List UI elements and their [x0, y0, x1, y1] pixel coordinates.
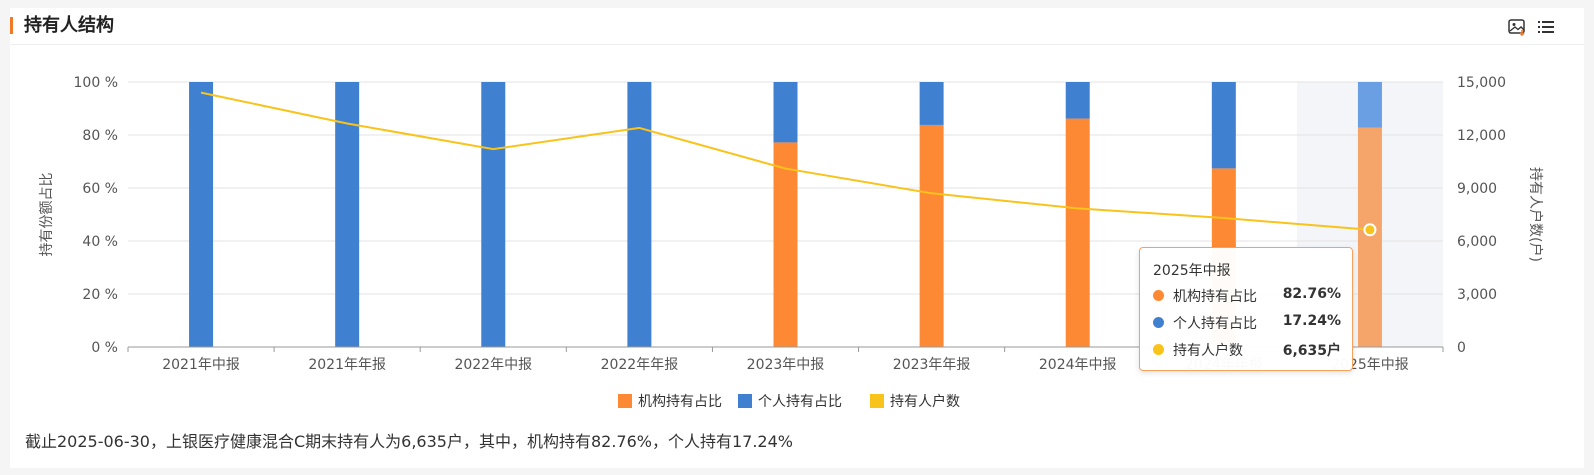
bar-individual — [189, 82, 214, 347]
tooltip-value: 82.76% — [1282, 286, 1341, 302]
panel-title: 持有人结构 — [24, 15, 114, 36]
bar-individual — [481, 82, 506, 347]
tooltip-value: 17.24% — [1282, 313, 1341, 329]
line-point-highlight — [1363, 223, 1377, 237]
tooltip-row-institution: 机构持有占比 82.76% — [1153, 286, 1341, 306]
tooltip-label: 持有人户数 — [1173, 343, 1243, 359]
bar-individual — [1065, 82, 1090, 119]
y-left-tick-label: 60 % — [82, 181, 118, 197]
tooltip-label: 机构持有占比 — [1173, 289, 1257, 305]
legend-swatch — [870, 394, 884, 408]
x-tick-label: 2021年年报 — [308, 357, 386, 373]
bar-institution — [1065, 118, 1090, 347]
y-left-axis-label: 持有份额占比 — [39, 173, 55, 257]
y-left-tick-label: 100 % — [74, 75, 118, 91]
tooltip-dot-institution — [1153, 290, 1164, 301]
legend-swatch — [738, 394, 752, 408]
tooltip-value: 6,635户 — [1282, 343, 1341, 359]
image-download-icon[interactable] — [1507, 17, 1527, 37]
list-icon[interactable] — [1536, 17, 1556, 37]
tooltip-dot-individual — [1153, 317, 1164, 328]
y-right-tick-label: 6,000 — [1457, 234, 1497, 250]
x-tick-label: 2022年年报 — [601, 357, 679, 373]
panel-header: 持有人结构 — [10, 8, 1584, 45]
tooltip-row-individual: 个人持有占比 17.24% — [1153, 313, 1341, 333]
legend-label: 持有人户数 — [890, 393, 960, 410]
bar-institution — [773, 142, 798, 347]
y-right-axis-label: 持有人户数(户) — [1527, 167, 1544, 262]
y-left-tick-label: 80 % — [82, 128, 118, 144]
tooltip-label: 个人持有占比 — [1173, 316, 1257, 332]
y-right-tick-label: 12,000 — [1457, 128, 1506, 144]
holder-structure-panel: 持有人结构 0 % 20 % 40 % 60 % 80 % 100 % 0 3,000 6,00… — [10, 8, 1584, 468]
bar-individual — [1211, 82, 1236, 169]
x-tick-label: 2023年中报 — [747, 357, 825, 373]
x-tick-label: 2024年中报 — [1039, 357, 1117, 373]
line-holders — [200, 91, 1371, 231]
tooltip-title: 2025年中报 — [1153, 263, 1231, 279]
y-right-tick-label: 0 — [1457, 340, 1466, 356]
summary-text: 截止2025-06-30，上银医疗健康混合C期末持有人为6,635户，其中，机构… — [25, 432, 793, 451]
y-left-tick-label: 0 % — [91, 340, 118, 356]
x-tick-label: 2023年年报 — [893, 357, 971, 373]
bar-individual — [335, 82, 360, 347]
y-left-tick-label: 20 % — [82, 287, 118, 303]
title-accent-bar — [10, 17, 13, 34]
bar-institution — [919, 124, 944, 348]
bar-individual — [919, 82, 944, 125]
y-right-tick-label: 3,000 — [1457, 287, 1497, 303]
bar-individual — [1357, 82, 1382, 128]
legend-label: 机构持有占比 — [638, 394, 722, 410]
legend-swatch — [618, 394, 632, 408]
y-right-tick-label: 9,000 — [1457, 181, 1497, 197]
chart-tooltip: 2025年中报 机构持有占比 82.76% 个人持有占比 17.24% 持有人户… — [1139, 247, 1353, 371]
tooltip-row-holders: 持有人户数 6,635户 — [1153, 340, 1341, 360]
bar-individual — [773, 82, 798, 143]
tooltip-dot-holders — [1153, 344, 1164, 355]
y-right-tick-label: 15,000 — [1457, 75, 1506, 91]
y-left-tick-label: 40 % — [82, 234, 118, 250]
x-tick-label: 2022年中报 — [454, 357, 532, 373]
legend-label: 个人持有占比 — [758, 394, 842, 410]
x-tick-label: 2021年中报 — [162, 357, 240, 373]
bar-individual — [627, 82, 652, 347]
bar-institution — [1357, 127, 1382, 347]
